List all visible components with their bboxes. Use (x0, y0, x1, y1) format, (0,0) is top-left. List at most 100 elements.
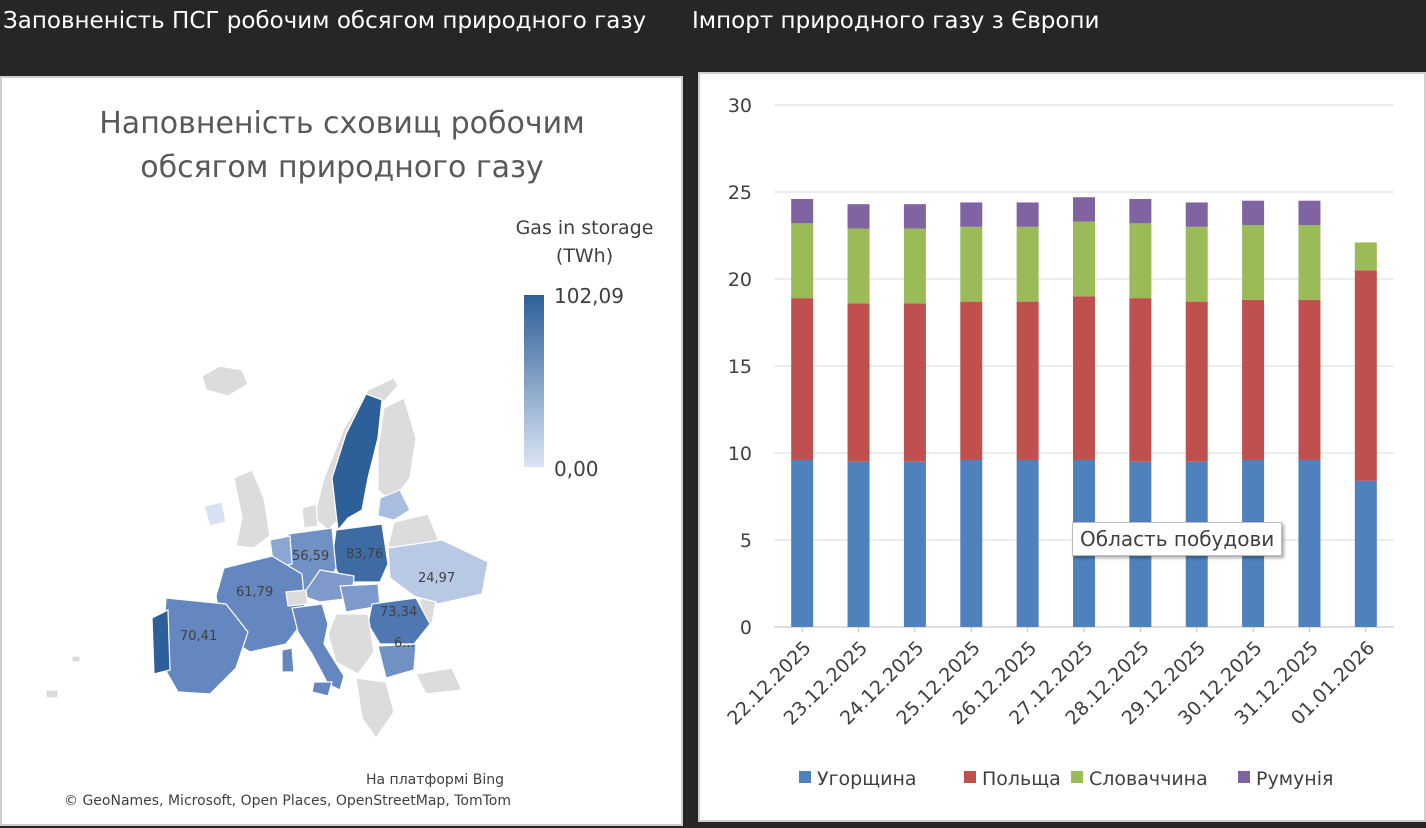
bar-Словаччина-22.12.2025[interactable] (791, 223, 814, 299)
map-legend-title-line2: (TWh) (555, 245, 614, 267)
map-greece (355, 677, 395, 740)
legend-label[interactable]: Польща (982, 768, 1061, 790)
bar-Румунія-22.12.2025[interactable] (791, 198, 814, 224)
map-title-line1: Наповненість сховищ робочим (99, 106, 585, 141)
bar-Польща-24.12.2025[interactable] (903, 303, 926, 462)
map-island-1 (45, 689, 59, 699)
bar-Румунія-31.12.2025[interactable] (1298, 200, 1321, 226)
chart-legend: Угорщина Польща Словаччина Румунія (799, 768, 1333, 790)
bar-Румунія-24.12.2025[interactable] (903, 204, 926, 229)
right-section-title: Імпорт природного газу з Європи (692, 8, 1100, 34)
map-label-germany: 56,59 (292, 549, 329, 564)
legend-label[interactable]: Угорщина (817, 768, 917, 790)
plot-area-tooltip: Область побудови (1072, 522, 1283, 556)
bar-Угорщина-22.12.2025[interactable] (791, 459, 814, 627)
map-island-2 (71, 655, 81, 663)
legend-label[interactable]: Словаччина (1089, 768, 1208, 790)
map-label-ukraine: 24,97 (418, 571, 455, 586)
legend-swatch (1071, 771, 1083, 783)
bar-Словаччина-26.12.2025[interactable] (1016, 226, 1039, 302)
bar-Польща-30.12.2025[interactable] (1242, 299, 1265, 460)
map-title: Наповненість сховищ робочим обсягом прир… (72, 102, 612, 190)
map-ireland (203, 501, 227, 527)
map-finland (377, 397, 417, 503)
bar-Польща-28.12.2025[interactable] (1129, 298, 1152, 462)
import-chart-panel[interactable]: 0 5 10 15 20 25 30 22.12.2025 23.12.2025 24.12.2… (698, 72, 1426, 822)
bar-Польща-29.12.2025[interactable] (1185, 301, 1208, 462)
map-ukraine (387, 539, 489, 605)
europe-map[interactable]: 56,59 83,76 61,79 24,97 73,34 70,41 6... (2, 78, 685, 828)
bar-Угорщина-31.12.2025[interactable] (1298, 459, 1321, 627)
bar-Польща-01.01.2026[interactable] (1354, 270, 1377, 481)
y-tick-label: 25 (728, 182, 752, 204)
map-legend-title: Gas in storage (TWh) (502, 214, 667, 270)
bar-Угорщина-01.01.2026[interactable] (1354, 480, 1377, 627)
bar-Словаччина-24.12.2025[interactable] (903, 228, 926, 304)
map-sicily (311, 681, 333, 697)
legend-swatch (964, 771, 976, 783)
bar-Польща-26.12.2025[interactable] (1016, 301, 1039, 460)
bar-Словаччина-27.12.2025[interactable] (1073, 221, 1095, 297)
bar-Польща-22.12.2025[interactable] (791, 298, 814, 460)
map-legend-max: 102,09 (554, 284, 624, 308)
bar-Угорщина-23.12.2025[interactable] (847, 461, 870, 627)
chart-y-axis: 0 5 10 15 20 25 30 (728, 95, 752, 639)
y-tick-label: 20 (728, 269, 752, 291)
bar-Польща-27.12.2025[interactable] (1073, 296, 1095, 460)
bar-Румунія-30.12.2025[interactable] (1242, 200, 1265, 226)
bar-Словаччина-25.12.2025[interactable] (960, 226, 983, 302)
map-turkey (415, 667, 463, 695)
map-iceland (201, 365, 249, 397)
chart-x-axis: 22.12.202523.12.202524.12.202525.12.2025… (723, 627, 1379, 729)
bar-Словаччина-01.01.2026[interactable] (1354, 242, 1377, 271)
map-label-france: 61,79 (236, 585, 273, 600)
map-attribution-sources: © GeoNames, Microsoft, Open Places, Open… (64, 793, 511, 809)
legend-swatch (1238, 771, 1250, 783)
bar-Польща-25.12.2025[interactable] (960, 301, 983, 460)
bar-Румунія-27.12.2025[interactable] (1073, 197, 1095, 222)
y-tick-label: 5 (740, 530, 752, 552)
bar-Словаччина-29.12.2025[interactable] (1185, 226, 1208, 302)
bar-Румунія-29.12.2025[interactable] (1185, 202, 1208, 227)
left-section-title: Заповненість ПСГ робочим обсягом природн… (3, 8, 647, 34)
bar-Словаччина-28.12.2025[interactable] (1129, 223, 1152, 299)
map-sweden (331, 393, 383, 532)
bar-Угорщина-26.12.2025[interactable] (1016, 459, 1039, 627)
bar-Угорщина-25.12.2025[interactable] (960, 459, 983, 627)
map-label-bulgaria: 6... (394, 636, 415, 651)
map-sardinia (281, 647, 295, 673)
bar-Словаччина-31.12.2025[interactable] (1298, 225, 1321, 300)
bar-Польща-23.12.2025[interactable] (847, 303, 870, 462)
map-baltics (377, 489, 411, 521)
legend-swatch (799, 771, 811, 783)
y-tick-label: 30 (728, 95, 752, 117)
legend-label[interactable]: Румунія (1256, 768, 1333, 790)
bar-Словаччина-30.12.2025[interactable] (1242, 225, 1265, 300)
map-denmark (301, 503, 319, 529)
map-label-romania: 73,34 (380, 605, 417, 620)
map-label-poland: 83,76 (346, 547, 383, 562)
map-legend-gradient (524, 295, 544, 467)
map-portugal (151, 609, 171, 675)
y-tick-label: 10 (728, 443, 752, 465)
y-tick-label: 15 (728, 356, 752, 378)
map-italy (291, 603, 345, 691)
map-uk (233, 469, 271, 549)
bar-Румунія-25.12.2025[interactable] (960, 202, 983, 227)
bar-Угорщина-24.12.2025[interactable] (903, 461, 926, 627)
bar-Словаччина-23.12.2025[interactable] (847, 228, 870, 304)
map-bulgaria (377, 643, 417, 679)
map-panel[interactable]: Наповненість сховищ робочим обсягом прир… (0, 76, 683, 826)
map-label-spain: 70,41 (180, 629, 217, 644)
bar-Румунія-26.12.2025[interactable] (1016, 202, 1039, 227)
map-attribution-platform: На платформі Bing (366, 772, 504, 788)
stacked-bar-chart[interactable]: 0 5 10 15 20 25 30 22.12.202523.12.202524.12.2… (700, 74, 1424, 820)
bar-Румунія-28.12.2025[interactable] (1129, 198, 1152, 224)
y-tick-label: 0 (740, 617, 752, 639)
map-legend-min: 0,00 (554, 457, 599, 481)
bar-Польща-31.12.2025[interactable] (1298, 299, 1321, 460)
map-title-line2: обсягом природного газу (140, 150, 544, 185)
map-legend-title-line1: Gas in storage (515, 217, 654, 239)
map-switzerland (285, 589, 309, 607)
bar-Румунія-23.12.2025[interactable] (847, 204, 870, 229)
